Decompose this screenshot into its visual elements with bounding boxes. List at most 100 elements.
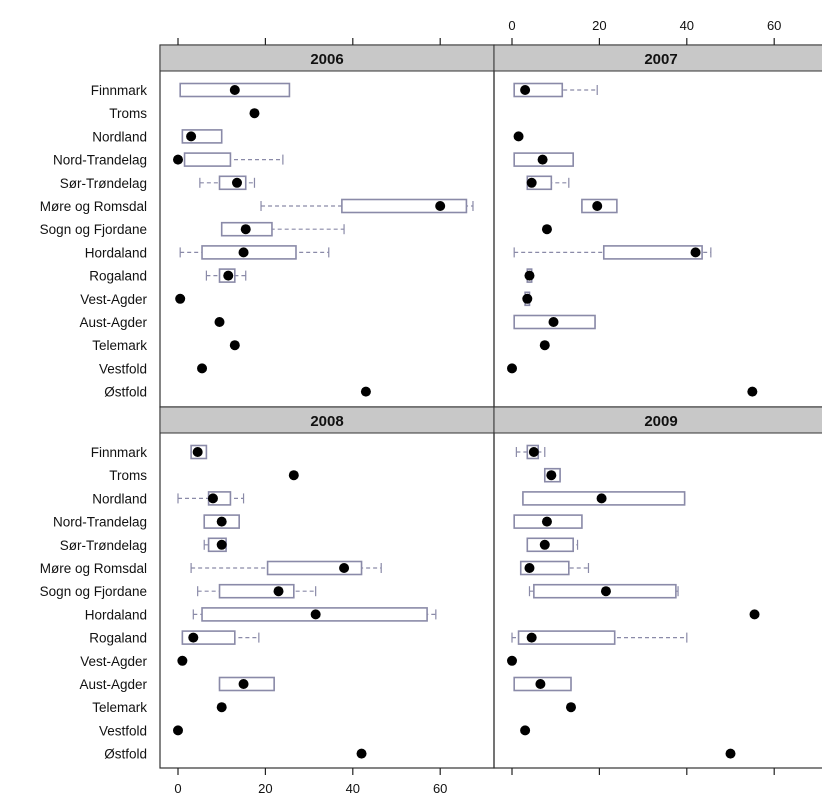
median-vest-agder-2006	[175, 293, 186, 304]
median-aust-agder-2008	[238, 679, 249, 689]
median-hordaland-2006	[238, 247, 249, 258]
box-nord-trondelag-2006	[183, 152, 232, 167]
bottom-tick-label-0: 0	[174, 781, 181, 796]
median-vestfold-2006	[197, 363, 208, 374]
category-label-finnmark-row1: Finnmark	[91, 83, 148, 98]
category-label-hordaland-row2: Hordaland	[85, 607, 147, 622]
median-rogaland-2006	[223, 270, 234, 281]
median-hordaland-2008	[310, 609, 321, 620]
median-more-og-romsdal-2006	[435, 201, 446, 211]
category-label-nord-trondelag-row1: Nord-Trandelag	[53, 153, 147, 168]
median-telemark-2006	[229, 340, 240, 351]
panel-strip-2006	[159, 44, 495, 72]
median-nordland-2009	[596, 493, 607, 504]
box-hordaland-2007	[602, 245, 703, 260]
category-label-hordaland-row1: Hordaland	[85, 245, 147, 260]
category-label-troms-row2: Troms	[109, 468, 147, 483]
median-vestfold-2009	[520, 725, 531, 736]
category-label-vestfold-row1: Vestfold	[99, 361, 147, 376]
median-more-og-romsdal-2008	[339, 563, 350, 573]
median-more-og-romsdal-2009	[524, 563, 535, 573]
median-vestfold-2008	[173, 725, 183, 736]
median-sogn-og-fjordane-2008	[273, 586, 284, 597]
median-more-og-romsdal-2007	[592, 201, 603, 211]
box-rogaland-2009	[517, 630, 616, 645]
median-vestfold-2007	[507, 363, 517, 374]
median-sor-trondelag-2008	[216, 539, 227, 550]
panel-strip-2009	[493, 406, 822, 434]
category-label-vestfold-row2: Vestfold	[99, 723, 147, 738]
category-label-more-og-romsdal-row1: Møre og Romsdal	[40, 199, 147, 214]
median-ostfold-2007	[747, 386, 758, 397]
median-hordaland-2009	[749, 609, 760, 620]
category-label-nordland-row1: Nordland	[92, 129, 147, 144]
median-nordland-2007	[513, 131, 524, 142]
bottom-tick-label-20: 20	[258, 781, 272, 796]
box-more-og-romsdal-2006	[341, 198, 468, 214]
median-telemark-2007	[539, 340, 550, 351]
median-rogaland-2009	[526, 632, 537, 643]
category-label-nord-trondelag-row2: Nord-Trandelag	[53, 515, 147, 530]
category-label-nordland-row2: Nordland	[92, 491, 147, 506]
median-aust-agder-2009	[535, 679, 546, 689]
top-tick-label-0: 0	[508, 18, 515, 33]
panel-title-2009: 2009	[644, 413, 677, 430]
median-finnmark-2009	[528, 447, 539, 457]
median-vest-agder-2008	[177, 655, 188, 666]
category-label-ostfold-row1: Østfold	[104, 385, 147, 400]
median-rogaland-2007	[524, 270, 535, 281]
category-label-troms-row1: Troms	[109, 106, 147, 121]
category-label-sor-trondelag-row2: Sør-Trøndelag	[60, 538, 147, 553]
panel-frame-2008	[159, 406, 495, 769]
panel-strip-2008	[159, 406, 495, 434]
median-nordland-2008	[207, 493, 218, 504]
box-sor-trondelag-2009	[526, 537, 574, 553]
category-label-ostfold-row2: Østfold	[104, 747, 147, 762]
median-hordaland-2007	[690, 247, 701, 258]
panel-title-2006: 2006	[310, 51, 343, 68]
median-vest-agder-2007	[522, 293, 533, 304]
median-nord-trondelag-2008	[216, 516, 227, 527]
median-ostfold-2009	[725, 748, 736, 759]
median-troms-2009	[546, 470, 557, 481]
median-finnmark-2006	[229, 85, 240, 95]
top-tick-label-40: 40	[680, 18, 694, 33]
median-nord-trondelag-2007	[537, 154, 548, 165]
median-sogn-og-fjordane-2007	[541, 224, 552, 235]
panel-frame-2006	[159, 44, 495, 408]
panel-strip-2007	[493, 44, 822, 72]
median-rogaland-2008	[188, 632, 199, 643]
median-sor-trondelag-2009	[539, 539, 550, 550]
median-aust-agder-2007	[548, 317, 559, 327]
bottom-tick-label-60: 60	[433, 781, 447, 796]
median-finnmark-2008	[192, 447, 203, 457]
panel-title-2007: 2007	[644, 51, 677, 68]
median-nord-trondelag-2009	[541, 516, 552, 527]
median-finnmark-2007	[520, 85, 531, 95]
median-sor-trondelag-2007	[526, 177, 537, 188]
category-label-vest-agder-row2: Vest-Agder	[80, 654, 147, 669]
category-label-aust-agder-row2: Aust-Agder	[79, 677, 147, 692]
panel-title-2008: 2008	[310, 413, 343, 430]
median-telemark-2008	[216, 702, 227, 713]
category-label-telemark-row2: Telemark	[92, 700, 147, 715]
category-label-finnmark-row2: Finnmark	[91, 445, 148, 460]
category-label-more-og-romsdal-row2: Møre og Romsdal	[40, 561, 147, 576]
median-sogn-og-fjordane-2006	[240, 224, 251, 235]
box-hordaland-2006	[201, 245, 297, 260]
top-tick-label-60: 60	[767, 18, 781, 33]
median-aust-agder-2006	[214, 317, 225, 327]
median-vest-agder-2009	[507, 655, 517, 666]
category-label-sogn-og-fjordane-row1: Sogn og Fjordane	[40, 222, 147, 237]
bottom-tick-label-40: 40	[346, 781, 360, 796]
category-label-rogaland-row2: Rogaland	[89, 631, 147, 646]
median-nordland-2006	[186, 131, 197, 142]
median-nord-trondelag-2006	[173, 154, 183, 165]
category-label-aust-agder-row1: Aust-Agder	[79, 315, 147, 330]
median-telemark-2009	[565, 702, 576, 713]
top-tick-label-20: 20	[592, 18, 606, 33]
box-more-og-romsdal-2008	[266, 560, 363, 576]
median-troms-2006	[249, 108, 260, 119]
median-ostfold-2008	[356, 748, 367, 759]
